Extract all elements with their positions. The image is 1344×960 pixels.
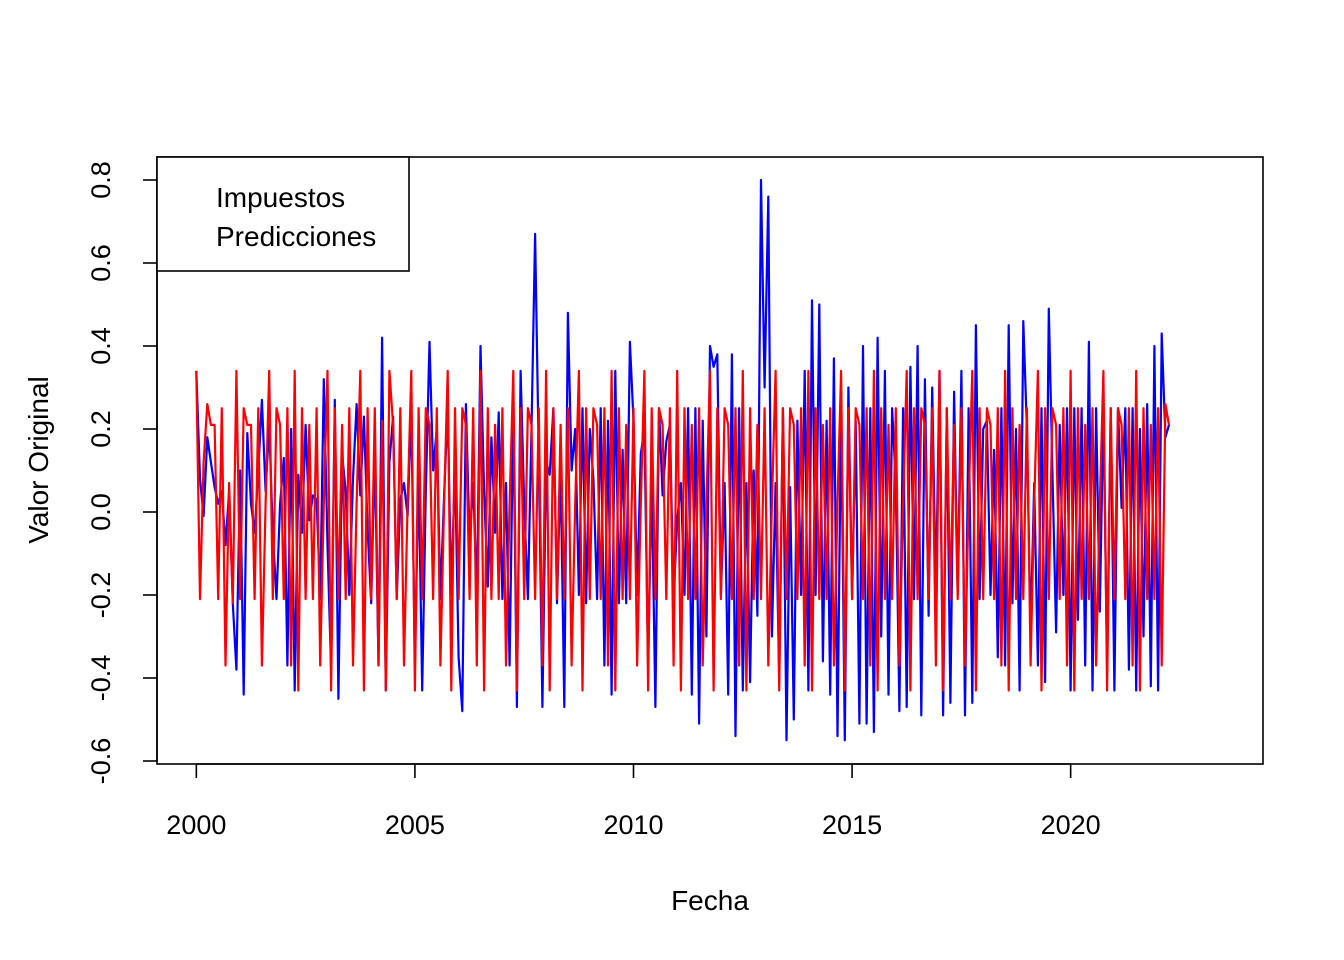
axis-layer: 2000 2005 2010 2015 2020 -0.6 -0.4 -0.2 0.0 0.2 0.… xyxy=(86,161,1101,840)
legend: Impuestos Predicciones xyxy=(156,156,410,272)
y-tick-label: 0.4 xyxy=(86,327,116,365)
legend-entry-impuestos: Impuestos xyxy=(216,182,345,213)
x-tick-label: 2000 xyxy=(166,810,226,840)
series-layer xyxy=(195,178,1171,742)
x-tick-label: 2015 xyxy=(822,810,882,840)
y-tick-label: -0.4 xyxy=(86,655,116,702)
y-tick-label: -0.6 xyxy=(86,738,116,785)
y-tick-label: 0.0 xyxy=(86,493,116,531)
x-tick-label: 2010 xyxy=(603,810,663,840)
x-axis-label: Fecha xyxy=(671,885,749,916)
y-tick-label: 0.8 xyxy=(86,161,116,199)
y-tick-label: -0.2 xyxy=(86,572,116,619)
legend-entry-predicciones: Predicciones xyxy=(216,221,376,252)
legend-box xyxy=(156,156,410,272)
y-axis-label: Valor Original xyxy=(23,376,54,544)
y-tick-label: 0.2 xyxy=(86,410,116,448)
series-line-predicciones xyxy=(195,369,1171,692)
y-tick-label: 0.6 xyxy=(86,244,116,282)
x-tick-label: 2020 xyxy=(1041,810,1101,840)
x-tick-label: 2005 xyxy=(385,810,445,840)
